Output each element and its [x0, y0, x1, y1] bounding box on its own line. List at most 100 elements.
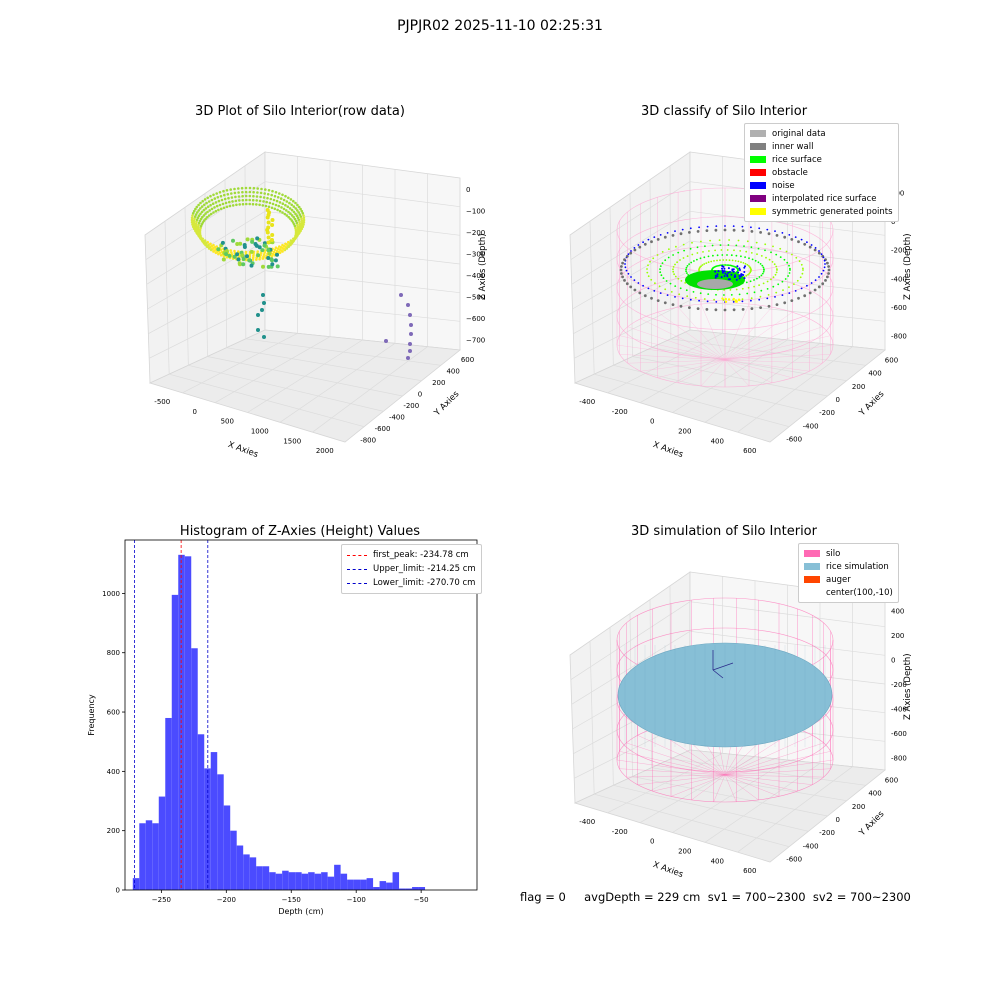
data-point: [227, 193, 230, 196]
histogram-bar: [386, 883, 392, 890]
data-point: [686, 295, 688, 297]
data-point: [759, 306, 762, 309]
histogram-bar: [341, 874, 347, 890]
data-point: [680, 232, 683, 235]
data-point: [683, 244, 685, 246]
data-point: [789, 268, 791, 270]
data-point: [677, 278, 679, 280]
legend-line-sample: [347, 569, 367, 570]
data-point: [811, 282, 813, 284]
data-point: [267, 193, 270, 196]
histogram-bar: [315, 874, 321, 890]
x-tick-label: −150: [282, 896, 301, 904]
data-point: [774, 230, 776, 232]
data-point: [764, 249, 766, 251]
data-point: [634, 279, 636, 281]
data-point: [733, 271, 735, 273]
data-point: [648, 239, 650, 241]
data-point: [703, 256, 705, 258]
x-axis-label: X Axies: [651, 860, 684, 880]
data-point: [789, 272, 791, 274]
data-point: [746, 293, 748, 295]
data-point: [759, 276, 761, 278]
x-tick-label: -400: [579, 398, 595, 406]
data-point: [220, 208, 223, 211]
data-point: [220, 195, 223, 198]
data-point: [731, 254, 733, 256]
data-point: [733, 249, 735, 251]
data-point: [231, 239, 235, 243]
data-point: [706, 308, 709, 311]
data-point: [223, 194, 226, 197]
legend-entry: obstacle: [750, 166, 893, 179]
data-point: [782, 289, 784, 291]
data-point: [784, 259, 786, 261]
data-point: [685, 270, 687, 272]
data-point: [268, 189, 271, 192]
data-point: [788, 265, 790, 267]
data-point: [690, 248, 692, 250]
histogram-bar: [243, 854, 249, 890]
data-point: [821, 273, 823, 275]
histogram-bar: [217, 774, 223, 890]
data-point: [302, 212, 305, 215]
data-point: [717, 273, 719, 275]
data-point: [686, 289, 688, 291]
data-point: [736, 265, 738, 267]
data-point: [690, 227, 692, 229]
data-point: [266, 256, 270, 260]
data-point: [782, 281, 784, 283]
data-point: [268, 252, 272, 256]
data-point: [270, 238, 274, 242]
data-point: [659, 268, 661, 270]
data-point: [809, 246, 812, 249]
data-point: [224, 252, 228, 256]
data-point: [259, 196, 262, 199]
y-tick-label: 1000: [102, 590, 120, 598]
data-point: [744, 256, 746, 258]
data-point: [644, 243, 647, 246]
data-point: [242, 203, 245, 206]
data-point: [278, 192, 281, 195]
data-point: [203, 204, 206, 207]
x-tick-label: 0: [650, 838, 654, 846]
data-point: [278, 245, 281, 248]
data-point: [730, 289, 732, 291]
y-tick-label: -200: [819, 409, 835, 417]
data-point: [758, 248, 760, 250]
data-point: [728, 267, 730, 269]
data-point: [674, 264, 676, 266]
z-tick-label: 400: [891, 607, 904, 615]
data-point: [824, 260, 826, 262]
data-point: [278, 205, 281, 208]
x-axis-label: Depth (cm): [278, 907, 323, 916]
data-point: [241, 187, 244, 190]
data-point: [742, 226, 744, 228]
data-point: [673, 273, 675, 275]
data-point: [221, 241, 225, 245]
data-point: [276, 200, 279, 203]
data-point: [763, 267, 765, 269]
data-point: [266, 216, 270, 220]
data-point: [739, 269, 741, 271]
x-tick-label: 1500: [283, 437, 301, 445]
z-tick-label: -800: [891, 755, 907, 763]
data-point: [743, 262, 745, 264]
data-point: [756, 253, 758, 255]
data-point: [737, 272, 739, 274]
data-point: [275, 246, 278, 249]
histogram-bar: [211, 752, 217, 890]
data-point: [284, 195, 287, 198]
data-point: [664, 288, 666, 290]
y-tick-label: -800: [360, 436, 376, 444]
data-point: [229, 188, 232, 191]
data-point: [275, 191, 278, 194]
data-point: [826, 262, 829, 265]
data-point: [824, 266, 826, 268]
data-point: [697, 252, 699, 254]
y-tick-label: 0: [836, 396, 840, 404]
data-point: [826, 276, 829, 279]
legend-label: interpolated rice surface: [772, 194, 877, 204]
data-point: [776, 268, 778, 270]
data-point: [264, 249, 267, 252]
